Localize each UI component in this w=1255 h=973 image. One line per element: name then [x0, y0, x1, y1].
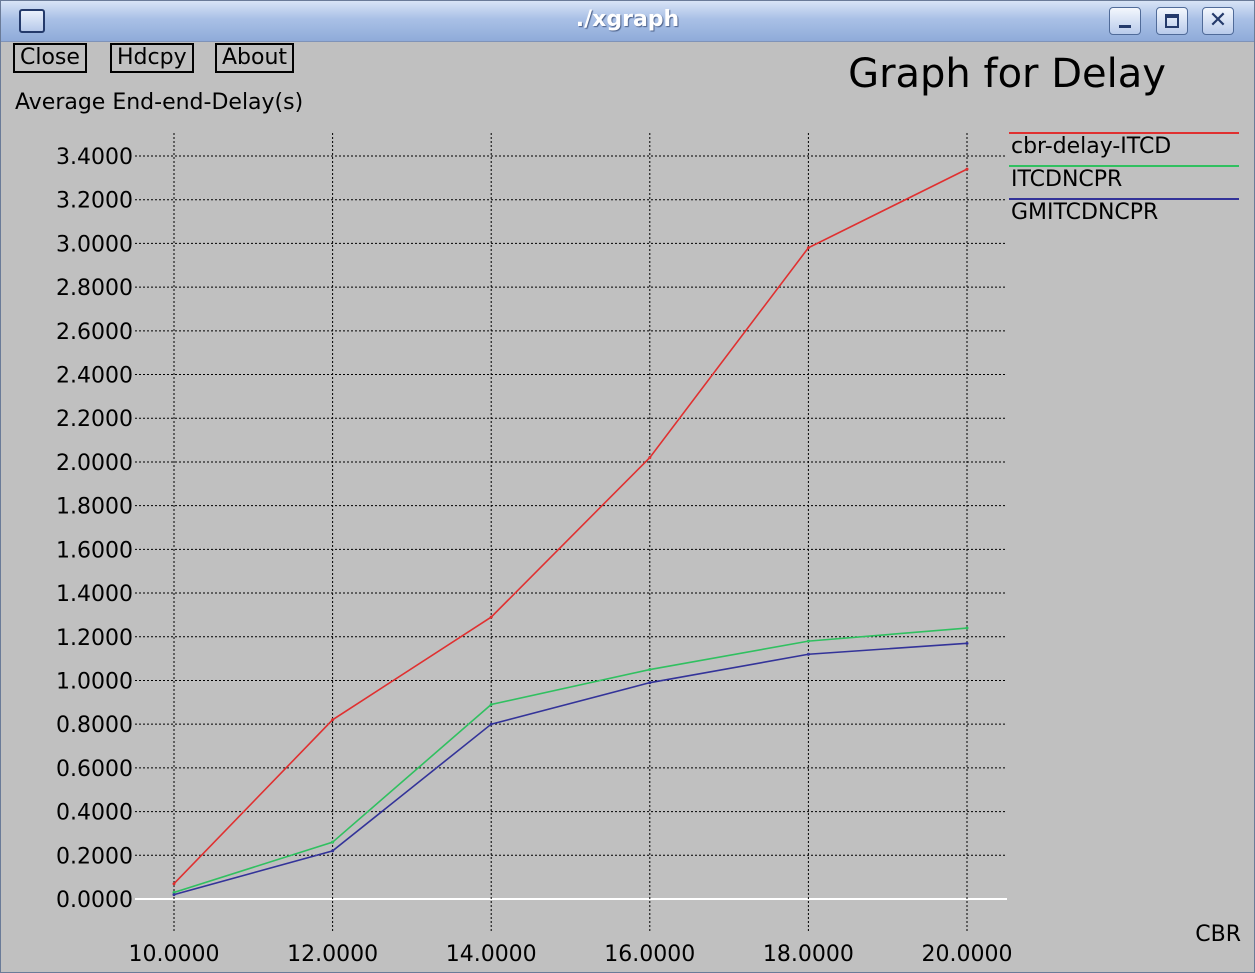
y-tick-label: 1.6000	[56, 538, 133, 563]
close-icon: ✕	[1208, 8, 1228, 33]
data-point	[172, 882, 176, 886]
close-button[interactable]: Close	[13, 43, 87, 73]
x-axis-label: CBR	[1195, 922, 1241, 947]
about-button[interactable]: About	[215, 43, 295, 73]
maximize-icon	[1165, 14, 1179, 28]
data-point	[806, 639, 810, 643]
y-tick-label: 0.4000	[56, 801, 133, 826]
y-tick-label: 2.0000	[56, 451, 133, 476]
series-line-cbr-delay-itcd	[173, 168, 968, 885]
y-tick-label: 2.8000	[56, 276, 133, 301]
x-tick-label: 14.0000	[446, 942, 537, 967]
y-axis-label: Average End-end-Delay(s)	[15, 90, 303, 115]
x-tick-label: 20.0000	[922, 942, 1013, 967]
data-point	[806, 652, 810, 656]
data-point	[489, 703, 493, 707]
window-menu-icon[interactable]	[19, 9, 45, 33]
data-point	[965, 641, 969, 645]
data-point	[331, 840, 335, 844]
y-tick-label: 0.8000	[56, 713, 133, 738]
hdcpy-button[interactable]: Hdcpy	[110, 43, 194, 73]
window-title: ./xgraph	[575, 7, 680, 32]
x-tick-label: 18.0000	[763, 942, 854, 967]
x-tick-label: 10.0000	[129, 942, 220, 967]
legend-label: cbr-delay-ITCD	[1011, 134, 1171, 159]
chart-title: Graph for Delay	[848, 51, 1166, 97]
data-point	[489, 722, 493, 726]
y-tick-label: 2.2000	[56, 407, 133, 432]
data-point	[331, 849, 335, 853]
title-bar[interactable]: ./xgraph ✕	[1, 1, 1254, 42]
series-line-gmitcdncpr	[173, 642, 968, 896]
data-point	[648, 681, 652, 685]
data-point	[965, 626, 969, 630]
series-line-itcdncpr	[173, 627, 968, 894]
legend-label: ITCDNCPR	[1011, 167, 1122, 192]
y-tick-label: 3.0000	[56, 232, 133, 257]
y-tick-label: 0.6000	[56, 757, 133, 782]
legend-label: GMITCDNCPR	[1011, 200, 1158, 225]
minimize-button[interactable]	[1109, 7, 1141, 35]
y-tick-label: 2.6000	[56, 320, 133, 345]
x-tick-label: 12.0000	[287, 942, 378, 967]
y-tick-label: 0.2000	[56, 844, 133, 869]
y-tick-label: 3.4000	[56, 145, 133, 170]
data-point	[648, 668, 652, 672]
maximize-button[interactable]	[1156, 7, 1188, 35]
close-window-button[interactable]: ✕	[1202, 7, 1234, 35]
data-point	[806, 246, 810, 250]
data-point	[172, 890, 176, 894]
data-point	[965, 167, 969, 171]
data-point	[172, 893, 176, 897]
y-tick-label: 3.2000	[56, 189, 133, 214]
y-tick-label: 2.4000	[56, 364, 133, 389]
minimize-icon	[1119, 25, 1131, 28]
y-tick-label: 1.8000	[56, 495, 133, 520]
data-point	[648, 456, 652, 460]
data-point	[331, 718, 335, 722]
y-tick-label: 1.2000	[56, 626, 133, 651]
y-tick-label: 0.0000	[56, 888, 133, 913]
data-point	[489, 615, 493, 619]
y-tick-label: 1.0000	[56, 669, 133, 694]
x-tick-label: 16.0000	[604, 942, 695, 967]
y-tick-label: 1.4000	[56, 582, 133, 607]
